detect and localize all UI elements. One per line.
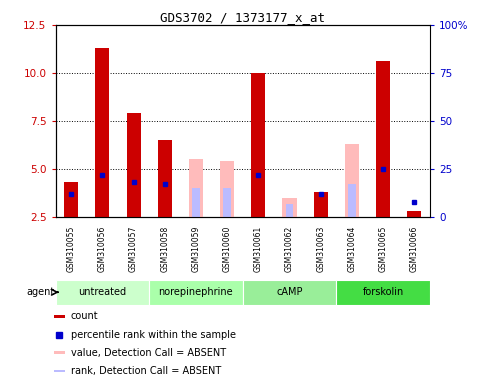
- Text: GSM310057: GSM310057: [129, 225, 138, 272]
- Text: forskolin: forskolin: [362, 287, 404, 297]
- Text: rank, Detection Call = ABSENT: rank, Detection Call = ABSENT: [71, 366, 221, 376]
- Text: GSM310060: GSM310060: [223, 225, 232, 272]
- Text: GSM310058: GSM310058: [160, 225, 169, 272]
- Text: percentile rank within the sample: percentile rank within the sample: [71, 329, 236, 339]
- Bar: [149, 280, 242, 305]
- Text: GSM310062: GSM310062: [285, 225, 294, 272]
- Bar: [348, 184, 356, 217]
- Text: GSM310061: GSM310061: [254, 225, 263, 272]
- Text: GSM310066: GSM310066: [410, 225, 419, 272]
- Text: GSM310055: GSM310055: [67, 225, 76, 272]
- Bar: [220, 161, 234, 217]
- Bar: [345, 144, 359, 217]
- Text: GSM310065: GSM310065: [379, 225, 387, 272]
- Bar: [127, 113, 141, 217]
- Bar: [192, 188, 200, 217]
- Bar: [251, 73, 265, 217]
- Text: GSM310064: GSM310064: [347, 225, 356, 272]
- Text: GSM310059: GSM310059: [191, 225, 200, 272]
- Bar: [285, 204, 293, 217]
- Bar: [336, 280, 430, 305]
- Text: agent: agent: [27, 287, 55, 297]
- Bar: [283, 198, 297, 217]
- Text: count: count: [71, 311, 99, 321]
- Text: norepinephrine: norepinephrine: [158, 287, 233, 297]
- Bar: [64, 182, 78, 217]
- Bar: [54, 315, 65, 318]
- Text: cAMP: cAMP: [276, 287, 303, 297]
- Text: GSM310063: GSM310063: [316, 225, 325, 272]
- Bar: [56, 280, 149, 305]
- Bar: [158, 140, 172, 217]
- Bar: [54, 351, 65, 354]
- Bar: [313, 192, 327, 217]
- Bar: [54, 370, 65, 372]
- Bar: [189, 159, 203, 217]
- Bar: [242, 280, 336, 305]
- Text: untreated: untreated: [78, 287, 127, 297]
- Bar: [407, 211, 421, 217]
- Bar: [95, 48, 109, 217]
- Bar: [223, 188, 231, 217]
- Text: value, Detection Call = ABSENT: value, Detection Call = ABSENT: [71, 348, 226, 358]
- Bar: [376, 61, 390, 217]
- Title: GDS3702 / 1373177_x_at: GDS3702 / 1373177_x_at: [160, 11, 325, 24]
- Text: GSM310056: GSM310056: [98, 225, 107, 272]
